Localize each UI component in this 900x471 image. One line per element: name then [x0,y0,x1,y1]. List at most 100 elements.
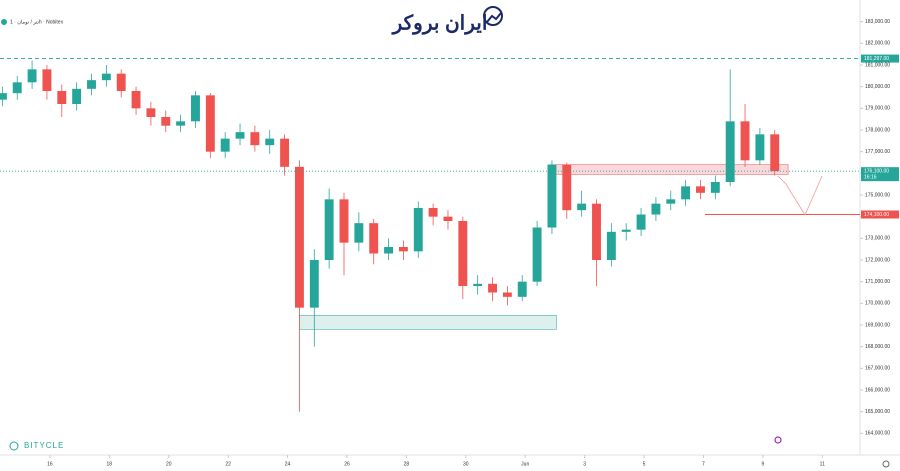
candle-body [250,132,260,146]
candle-body [354,223,364,243]
y-tick-label: 164,000.00 [865,431,890,437]
candle-body [651,203,661,215]
candle-body [12,82,22,94]
candle-body [339,199,349,243]
watermark: BITYCLE [24,441,64,450]
x-tick-label: 7 [702,461,705,467]
price-level-tag [861,167,899,182]
candle-body [443,216,453,221]
candle-body [428,208,438,217]
candle-body [755,134,765,161]
candle-body [502,292,512,297]
y-tick-label: 165,000.00 [865,409,890,415]
price-level-label: 181,297.00 [864,56,889,62]
candle-body [369,223,379,254]
price-level-label: 176,100.00 [864,168,889,174]
y-tick-label: 177,000.00 [865,149,890,155]
candle-body [146,108,156,117]
candle-body [606,231,616,260]
y-tick-label: 173,000.00 [865,236,890,242]
candle-body [309,260,319,308]
candle-body [101,73,111,81]
brand-logo [483,6,504,26]
candle-body [517,281,527,297]
candle-body [161,117,171,126]
candle-body [488,283,497,293]
candle-body [27,69,37,83]
candle-body [72,88,82,104]
candle-body [324,199,334,260]
x-tick-label: 26 [344,461,350,467]
candle-body [666,199,676,204]
y-tick-label: 178,000.00 [865,127,890,133]
candle-body [592,203,601,260]
candle-body [577,203,587,211]
x-tick-label: 24 [285,461,291,467]
candle-body [636,214,646,230]
x-tick-label: 9 [761,461,764,467]
projection-path [777,175,823,216]
candle-body [280,138,290,167]
x-tick-label: 16 [47,461,53,467]
price-level-label: 174,100.00 [864,212,889,218]
candle-body [131,91,141,109]
y-tick-label: 182,000.00 [865,41,890,47]
candle-body [473,283,483,286]
x-tick-label: Jun [521,461,529,467]
candle-body [398,247,408,252]
y-tick-label: 183,000.00 [865,19,890,25]
brand-name: ایران بروکر [391,12,488,35]
candle-body [191,95,200,122]
candle-body [205,95,215,152]
candle-body [770,134,780,172]
plot [0,58,860,412]
candle-body [176,121,186,126]
x-tick-label: 30 [463,461,469,467]
watermark-logo [9,441,19,451]
candle-body [681,186,691,200]
candle-body [413,208,423,252]
zone [548,164,789,175]
candle-body [562,164,572,211]
candle-body [87,80,96,89]
y-tick-label: 167,000.00 [865,366,890,372]
brand-box [375,4,523,42]
status-dot [1,19,7,25]
candle-body [235,132,245,139]
zone [299,315,557,330]
x-tick-label: 22 [225,461,231,467]
x-tick-label: 3 [583,461,586,467]
candle-body [532,227,542,282]
y-tick-label: 181,000.00 [865,62,890,68]
candle-body [220,138,230,152]
price-level-tag [861,54,899,63]
candle-body [547,164,557,228]
candle-body [42,69,52,91]
y-tick-label: 166,000.00 [865,387,890,393]
candle-body [384,247,394,254]
candle-body [116,73,126,91]
candle-body [710,182,720,193]
x-tick-label: 5 [643,461,646,467]
candle-body [0,93,7,100]
y-tick-label: 179,000.00 [865,106,890,112]
x-tick-label: 28 [404,461,410,467]
candle-body [725,121,735,182]
y-tick-label: 171,000.00 [865,279,890,285]
x-tick-label: 20 [166,461,172,467]
x-tick-label: 11 [820,461,825,467]
legend-text: تتر / تومان · 1h · Nobitex [10,19,64,25]
candle-body [740,121,750,161]
candle-body [696,186,705,193]
candle-body [621,229,631,232]
settings-icon[interactable] [882,460,890,468]
candle-body [57,91,67,104]
price-level-sublabel: 16:16 [864,174,877,180]
candle-body [458,221,468,286]
price-level-tag [861,210,899,219]
candle-body [294,166,304,308]
y-tick-label: 170,000.00 [865,301,890,307]
y-tick-label: 175,000.00 [865,192,890,198]
